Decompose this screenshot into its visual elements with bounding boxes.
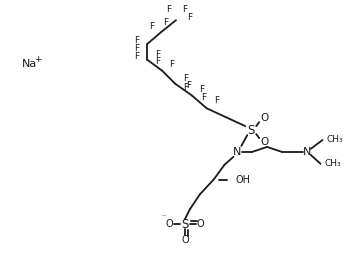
Text: S: S <box>181 218 189 231</box>
Text: ⁻: ⁻ <box>161 213 165 222</box>
Text: O: O <box>197 219 205 229</box>
Text: F: F <box>155 57 160 66</box>
Text: F: F <box>201 93 206 102</box>
Text: F: F <box>164 18 169 27</box>
Text: S: S <box>247 123 255 137</box>
Text: O: O <box>165 219 173 229</box>
Text: F: F <box>183 83 188 92</box>
Text: F: F <box>134 52 139 61</box>
Text: +: + <box>34 55 41 64</box>
Text: CH₃: CH₃ <box>327 136 343 144</box>
Text: F: F <box>134 45 139 53</box>
Text: O: O <box>260 137 268 147</box>
Text: Na: Na <box>21 59 37 69</box>
Text: N: N <box>233 147 241 157</box>
Text: O: O <box>260 113 268 123</box>
Text: F: F <box>149 22 154 31</box>
Text: CH₃: CH₃ <box>325 159 341 168</box>
Text: F: F <box>182 5 188 14</box>
Text: F: F <box>214 96 219 105</box>
Text: O: O <box>181 235 189 245</box>
Text: F: F <box>134 36 139 45</box>
Text: F: F <box>199 85 204 94</box>
Text: F: F <box>155 50 160 59</box>
Text: F: F <box>186 81 191 90</box>
Text: N: N <box>302 147 311 157</box>
Text: F: F <box>169 60 175 69</box>
Text: OH: OH <box>235 175 250 185</box>
Text: F: F <box>166 5 172 14</box>
Text: F: F <box>187 13 193 22</box>
Text: F: F <box>183 74 188 83</box>
